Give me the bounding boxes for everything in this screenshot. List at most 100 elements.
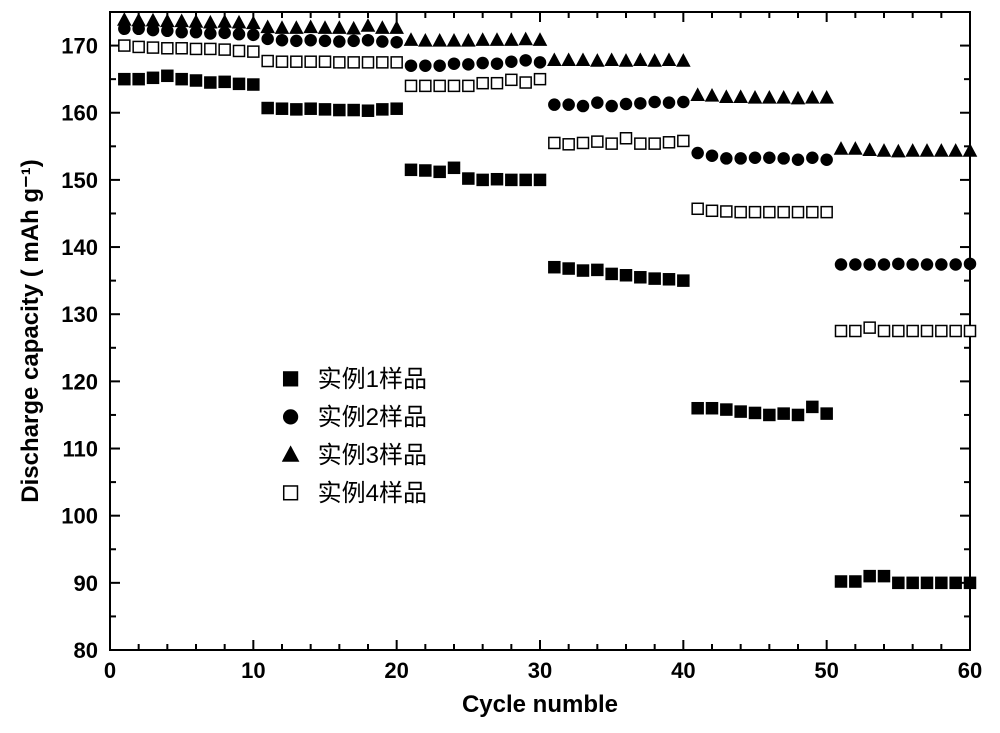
marker-triangle (305, 21, 317, 32)
marker-triangle (319, 22, 331, 33)
marker-square (750, 407, 761, 418)
marker-square (133, 74, 144, 85)
marker-square (850, 576, 861, 587)
marker-circle (821, 154, 832, 165)
marker-circle (764, 152, 775, 163)
marker-square (391, 57, 402, 68)
marker-square (320, 56, 331, 67)
marker-circle (406, 60, 417, 71)
marker-triangle (348, 22, 360, 33)
marker-square (907, 577, 918, 588)
y-tick-label: 140 (61, 235, 98, 260)
marker-triangle (591, 55, 603, 66)
marker-circle (291, 35, 302, 46)
marker-circle (506, 56, 517, 67)
marker-square (162, 70, 173, 81)
y-tick-label: 100 (61, 504, 98, 529)
marker-square (406, 164, 417, 175)
marker-square (463, 173, 474, 184)
marker-square (277, 103, 288, 114)
marker-circle (735, 153, 746, 164)
x-tick-label: 60 (958, 658, 982, 683)
marker-circle (750, 152, 761, 163)
marker-square (922, 577, 933, 588)
legend-label: 实例4样品 (318, 480, 427, 507)
marker-triangle (720, 91, 732, 102)
marker-circle (434, 60, 445, 71)
marker-triangle (405, 34, 417, 45)
marker-square (721, 206, 732, 217)
marker-circle (262, 33, 273, 44)
plot-series-group (118, 14, 976, 589)
legend-label: 实例3样品 (318, 442, 427, 469)
legend-label: 实例2样品 (318, 404, 427, 431)
marker-square (463, 80, 474, 91)
marker-circle (965, 258, 976, 269)
marker-square (664, 137, 675, 148)
marker-triangle (849, 143, 861, 154)
marker-circle (492, 58, 503, 69)
marker-triangle (362, 20, 374, 31)
marker-triangle (204, 16, 216, 27)
marker-circle (363, 35, 374, 46)
marker-square (148, 42, 159, 53)
marker-square (563, 263, 574, 274)
marker-square (434, 80, 445, 91)
marker-circle (205, 28, 216, 39)
marker-square (119, 74, 130, 85)
marker-triangle (283, 447, 298, 461)
marker-square (936, 326, 947, 337)
marker-triangle (620, 55, 632, 66)
marker-triangle (935, 145, 947, 156)
marker-square (262, 103, 273, 114)
marker-square (133, 41, 144, 52)
marker-square (391, 103, 402, 114)
marker-circle (391, 37, 402, 48)
marker-square (549, 262, 560, 273)
marker-square (320, 104, 331, 115)
marker-square (262, 56, 273, 67)
marker-square (592, 136, 603, 147)
marker-square (248, 46, 259, 57)
marker-circle (284, 410, 298, 424)
marker-square (334, 57, 345, 68)
marker-circle (606, 101, 617, 112)
marker-circle (707, 150, 718, 161)
marker-triangle (219, 16, 231, 27)
marker-square (764, 409, 775, 420)
marker-square (907, 326, 918, 337)
marker-square (377, 104, 388, 115)
marker-triangle (706, 90, 718, 101)
marker-square (635, 272, 646, 283)
marker-square (520, 77, 531, 88)
marker-square (578, 265, 589, 276)
marker-circle (936, 259, 947, 270)
marker-square (879, 326, 890, 337)
marker-square (506, 74, 517, 85)
marker-square (363, 105, 374, 116)
marker-circle (907, 259, 918, 270)
y-tick-label: 130 (61, 302, 98, 327)
marker-square (778, 207, 789, 218)
marker-triangle (577, 54, 589, 65)
marker-triangle (247, 17, 259, 28)
marker-triangle (462, 35, 474, 46)
y-tick-label: 80 (74, 638, 98, 663)
marker-triangle (835, 143, 847, 154)
marker-circle (592, 97, 603, 108)
y-tick-label: 90 (74, 571, 98, 596)
marker-square (664, 274, 675, 285)
y-tick-label: 160 (61, 101, 98, 126)
marker-square (334, 105, 345, 116)
marker-triangle (118, 14, 130, 25)
marker-square (377, 57, 388, 68)
marker-square (219, 44, 230, 55)
series-s3 (118, 14, 976, 157)
marker-circle (922, 259, 933, 270)
marker-square (821, 207, 832, 218)
marker-triangle (749, 92, 761, 103)
marker-square (649, 273, 660, 284)
marker-square (950, 577, 961, 588)
x-tick-label: 40 (671, 658, 695, 683)
marker-square (291, 56, 302, 67)
